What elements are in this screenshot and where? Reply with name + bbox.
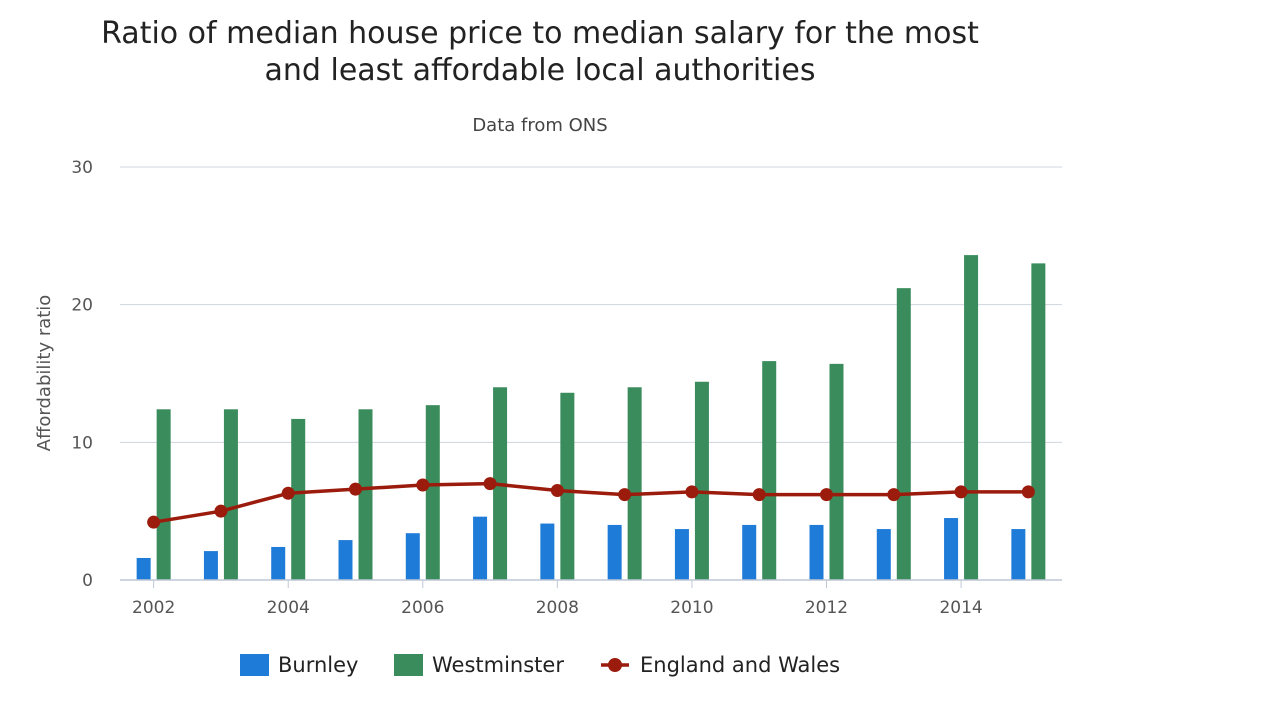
bar-burnley	[338, 540, 353, 580]
bar-burnley	[607, 524, 622, 580]
point-england-and-wales	[618, 488, 632, 502]
bar-westminster	[223, 409, 238, 580]
bar-burnley	[271, 546, 286, 580]
bar-westminster	[1031, 263, 1046, 580]
gridlines	[120, 166, 1062, 443]
legend-label-burnley: Burnley	[278, 653, 358, 677]
bar-burnley	[742, 524, 757, 580]
x-axis-ticks: 2002 2004 2006 2008 2010 2012 2014	[132, 580, 983, 618]
y-tick-label: 0	[82, 571, 93, 591]
point-england-and-wales	[887, 488, 901, 502]
point-england-and-wales	[685, 485, 699, 499]
x-tick-label: 2010	[670, 598, 713, 618]
y-tick-label: 10	[71, 433, 93, 453]
bar-burnley	[136, 557, 151, 580]
point-england-and-wales	[1021, 485, 1035, 499]
legend-label-westminster: Westminster	[432, 653, 564, 677]
x-tick-label: 2006	[401, 598, 444, 618]
bar-westminster	[627, 387, 642, 580]
legend-swatch-westminster	[394, 654, 423, 676]
bar-westminster	[896, 288, 911, 580]
bar-burnley	[809, 524, 824, 580]
legend-label-england-and-wales: England and Wales	[640, 653, 840, 677]
y-axis-ticks: 0 10 20 30	[71, 158, 93, 591]
point-england-and-wales	[483, 477, 497, 491]
bar-burnley	[1011, 529, 1026, 580]
x-tick-label: 2002	[132, 598, 175, 618]
point-england-and-wales	[349, 482, 362, 496]
point-england-and-wales	[214, 504, 228, 518]
chart-title-line-2: and least affordable local authorities	[265, 53, 816, 88]
bar-westminster	[425, 405, 440, 580]
y-tick-label: 20	[71, 296, 93, 316]
point-england-and-wales	[954, 485, 968, 499]
bar-westminster	[291, 418, 306, 580]
chart-subtitle: Data from ONS	[472, 115, 607, 136]
point-england-and-wales	[147, 515, 161, 529]
bars	[136, 255, 1046, 580]
bar-burnley	[540, 523, 555, 580]
point-england-and-wales	[416, 478, 430, 492]
bar-burnley	[674, 529, 689, 580]
bar-westminster	[560, 392, 575, 580]
bar-westminster	[358, 409, 373, 580]
line-series	[147, 477, 1035, 529]
bar-westminster	[829, 363, 844, 580]
x-tick-label: 2004	[267, 598, 310, 618]
bar-westminster	[694, 381, 709, 580]
legend-swatch-burnley	[240, 654, 269, 676]
bar-burnley	[944, 518, 959, 580]
y-axis-label: Affordability ratio	[34, 295, 55, 452]
y-tick-label: 30	[71, 158, 93, 178]
point-england-and-wales	[550, 484, 564, 498]
point-england-and-wales	[820, 488, 833, 502]
bar-burnley	[876, 529, 891, 580]
bar-burnley	[203, 551, 218, 580]
bar-westminster	[156, 409, 171, 580]
bar-westminster	[762, 361, 777, 580]
point-england-and-wales	[281, 486, 295, 500]
bar-burnley	[473, 516, 488, 580]
point-england-and-wales	[752, 488, 766, 502]
chart-title-line-1: Ratio of median house price to median sa…	[101, 16, 979, 51]
legend-marker-england-and-wales	[608, 658, 622, 672]
x-tick-label: 2008	[536, 598, 579, 618]
legend: Burnley Westminster England and Wales	[240, 653, 840, 677]
bar-westminster	[964, 255, 979, 580]
line-england-and-wales	[153, 481, 1029, 524]
bar-burnley	[405, 533, 420, 580]
x-tick-label: 2014	[939, 598, 982, 618]
x-tick-label: 2012	[805, 598, 848, 618]
